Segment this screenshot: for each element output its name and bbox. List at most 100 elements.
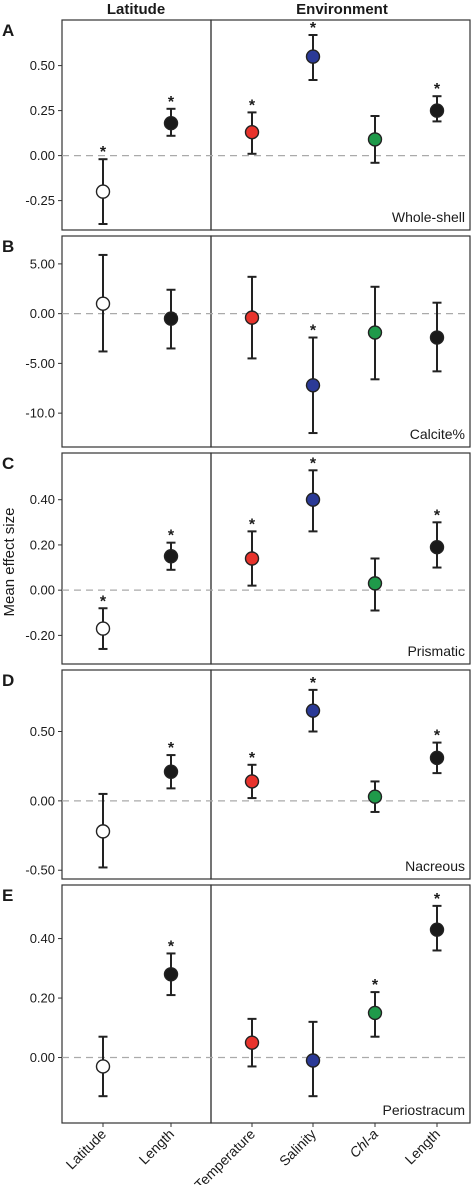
y-tick-label: -0.50 <box>25 863 55 878</box>
significance-star: * <box>434 728 441 745</box>
mean-point-latitude <box>95 184 111 199</box>
significance-star: * <box>434 507 441 524</box>
mean-point-chla <box>367 576 383 591</box>
mean-point-length <box>429 103 445 118</box>
y-tick-label: 0.25 <box>30 103 55 118</box>
significance-star: * <box>168 740 175 757</box>
mean-point-length <box>429 750 445 766</box>
y-tick-label: 0.40 <box>30 931 55 946</box>
y-tick-label: -10.0 <box>25 406 55 421</box>
significance-star: * <box>100 144 107 161</box>
y-tick-label: 0.40 <box>30 492 55 507</box>
significance-star: * <box>372 977 379 994</box>
mean-point-length <box>163 967 179 982</box>
mean-point-latitude <box>95 621 111 636</box>
y-tick-label: 0.50 <box>30 724 55 739</box>
panel-frame-right <box>210 19 471 231</box>
mean-point-length <box>163 115 179 131</box>
header-latitude: Latitude <box>107 1 165 18</box>
panel-letter: E <box>2 886 13 905</box>
x-category-label: Salinity <box>276 1126 319 1169</box>
y-tick-label: 5.00 <box>30 256 55 271</box>
mean-point-temperature <box>244 310 260 325</box>
significance-star: * <box>310 675 317 692</box>
x-category-label: Temperature <box>191 1126 258 1185</box>
mean-point-salinity <box>305 492 321 507</box>
y-tick-label: -0.25 <box>25 193 55 208</box>
significance-star: * <box>434 891 441 908</box>
panel-letter: D <box>2 671 14 690</box>
mean-point-length <box>429 539 445 555</box>
panel-frame-left <box>61 235 212 448</box>
significance-star: * <box>168 528 175 545</box>
panel-frame-left <box>61 669 212 880</box>
y-axis-label: Mean effect size <box>1 508 18 617</box>
significance-star: * <box>168 938 175 955</box>
y-tick-label: -0.20 <box>25 628 55 643</box>
panel-frame-right <box>210 452 471 665</box>
significance-star: * <box>249 97 256 114</box>
mean-point-chla <box>367 132 383 147</box>
mean-point-salinity <box>305 1053 321 1068</box>
x-category-label: Chl-a <box>346 1126 381 1161</box>
panel-c: -0.20 0.00 0.20 0.40 C Prismatic * * * * * <box>2 452 471 665</box>
y-tick-label: 0.00 <box>30 793 55 808</box>
mean-point-length <box>163 549 179 564</box>
panel-name: Whole-shell <box>392 209 465 225</box>
mean-point-length <box>429 330 445 345</box>
panel-frame-right <box>210 235 471 448</box>
panel-b: -10.0 -5.00 0.00 5.00 B Calcite% * <box>2 235 471 448</box>
y-tick-label: 0.00 <box>30 306 55 321</box>
x-category-label: Length <box>402 1126 444 1168</box>
significance-star: * <box>249 750 256 767</box>
y-tick-label: 0.00 <box>30 583 55 598</box>
mean-point-chla <box>367 325 383 340</box>
y-tick-label: 0.50 <box>30 58 55 73</box>
mean-point-latitude <box>95 1059 111 1074</box>
y-tick-label: 0.20 <box>30 537 55 552</box>
mean-point-salinity <box>305 378 321 393</box>
significance-star: * <box>434 81 441 98</box>
mean-point-latitude <box>95 824 111 839</box>
x-category-labels: Latitude Length Temperature Salinity Chl-a Le… <box>63 1123 444 1185</box>
significance-star: * <box>168 94 175 111</box>
panel-letter: B <box>2 237 14 256</box>
mean-point-temperature <box>244 1035 260 1050</box>
panel-frame-right <box>210 669 471 880</box>
mean-point-temperature <box>244 774 260 789</box>
mean-point-salinity <box>305 703 321 718</box>
significance-star: * <box>249 516 256 533</box>
significance-star: * <box>310 455 317 472</box>
panel-frame-left <box>61 19 212 231</box>
panel-letter: C <box>2 454 14 473</box>
panel-name: Calcite% <box>410 426 465 442</box>
y-tick-label: -5.00 <box>25 356 55 371</box>
mean-point-length <box>163 764 179 779</box>
panel-name: Prismatic <box>407 643 465 659</box>
x-category-label: Latitude <box>63 1126 110 1173</box>
panel-a: -0.25 0.00 0.25 0.50 A Whole-shell * * * * * <box>2 19 471 231</box>
significance-star: * <box>310 323 317 340</box>
mean-point-chla <box>367 1005 383 1021</box>
panel-frame-left <box>61 884 212 1124</box>
mean-point-temperature <box>244 551 260 566</box>
panel-letter: A <box>2 21 14 40</box>
panel-frame-left <box>61 452 212 665</box>
panel-d: -0.50 0.00 0.50 D Nacreous * * * * <box>2 669 471 880</box>
mean-point-chla <box>367 789 383 804</box>
significance-star: * <box>310 20 317 37</box>
mean-point-length <box>429 922 445 937</box>
mean-point-latitude <box>95 296 111 311</box>
y-tick-label: 0.20 <box>30 991 55 1006</box>
significance-star: * <box>100 593 107 610</box>
header-environment: Environment <box>296 1 388 18</box>
mean-point-temperature <box>244 124 260 140</box>
panel-name: Nacreous <box>405 858 465 874</box>
panel-e: 0.00 0.20 0.40 E Periostracum * * * <box>2 884 471 1124</box>
mean-point-length <box>163 311 179 326</box>
panel-name: Periostracum <box>383 1102 465 1118</box>
y-tick-label: 0.00 <box>30 1050 55 1065</box>
mean-point-salinity <box>305 49 321 64</box>
